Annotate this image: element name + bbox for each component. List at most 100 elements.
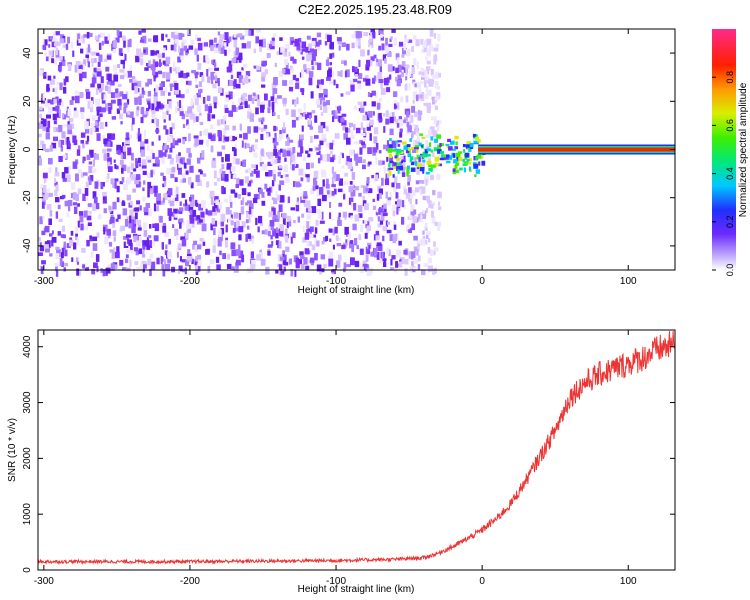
y-tick-label: 1000 [22, 503, 33, 526]
heatmap-cell [217, 80, 220, 87]
heatmap-cell [425, 195, 430, 201]
heatmap-cell [83, 210, 88, 218]
heatmap-cell [436, 221, 442, 227]
heatmap-cell [414, 83, 419, 88]
heatmap-cell [231, 105, 236, 112]
heatmap-cell [292, 58, 297, 64]
heatmap-cell [239, 101, 243, 106]
heatmap-cell [98, 34, 101, 38]
heatmap-cell [64, 262, 69, 267]
heatmap-cell [373, 234, 377, 241]
heatmap-cell [119, 69, 125, 73]
snr-y-label: SNR (10 * v/v) [7, 418, 18, 482]
heatmap-cell [71, 257, 74, 262]
heatmap-cell [104, 103, 108, 112]
heatmap-cell [214, 182, 217, 186]
heatmap-cell [444, 157, 449, 160]
heatmap-cell [347, 234, 350, 242]
heatmap-cell [177, 243, 182, 249]
heatmap-cell [340, 70, 343, 77]
heatmap-cell [401, 159, 406, 162]
heatmap-cell [188, 153, 192, 158]
heatmap-cell [230, 220, 234, 226]
heatmap-cell [205, 55, 209, 61]
heatmap-cell [430, 136, 434, 141]
spectrogram-x-label: Height of straight line (km) [298, 285, 415, 296]
heatmap-cell [372, 147, 378, 153]
heatmap-cell [430, 164, 436, 168]
heatmap-cell [314, 62, 318, 66]
heatmap-cell [154, 192, 157, 197]
heatmap-cell [247, 180, 252, 187]
heatmap-cell [401, 61, 406, 67]
heatmap-cell [211, 114, 216, 119]
heatmap-cell [58, 124, 63, 133]
heatmap-cell [382, 235, 385, 242]
heatmap-cell [212, 206, 216, 212]
heatmap-cell [345, 127, 349, 133]
heatmap-cell [253, 94, 258, 100]
spectrogram-x-ticks: -300 -200 -100 0 100 [34, 29, 637, 287]
heatmap-cell [402, 167, 406, 175]
heatmap-cell [417, 241, 421, 247]
heatmap-cell [134, 85, 138, 94]
heatmap-cell [407, 153, 411, 158]
heatmap-cell [309, 257, 315, 263]
heatmap-cell [197, 259, 202, 266]
heatmap-cell [316, 32, 322, 38]
heatmap-cell [301, 69, 304, 78]
heatmap-cell [295, 204, 300, 212]
heatmap-cell [55, 253, 60, 259]
signal-band-core [478, 147, 675, 152]
heatmap-cell [218, 205, 223, 209]
heatmap-cell [90, 105, 94, 113]
heatmap-cell [143, 222, 147, 230]
heatmap-cell [185, 88, 190, 94]
heatmap-cell [411, 223, 415, 231]
heatmap-cell [163, 125, 167, 130]
heatmap-cell [406, 144, 411, 148]
heatmap-cell [369, 133, 372, 141]
heatmap-cell [400, 72, 404, 78]
heatmap-cell [165, 87, 168, 93]
colorbar-gradient [712, 29, 736, 270]
heatmap-cell [101, 98, 106, 104]
heatmap-cell [433, 147, 439, 152]
heatmap-cell [250, 251, 254, 259]
heatmap-cell [418, 142, 422, 147]
heatmap-cell [217, 239, 222, 247]
heatmap-cell [189, 200, 195, 207]
heatmap-cell [194, 75, 197, 83]
x-tick-label: 100 [620, 276, 637, 287]
heatmap-cell [220, 214, 225, 222]
heatmap-cell [113, 236, 116, 242]
heatmap-cell [408, 114, 413, 121]
heatmap-cell [113, 159, 116, 163]
heatmap-cell [352, 78, 358, 83]
heatmap-cell [135, 181, 141, 188]
heatmap-cell [432, 74, 436, 79]
heatmap-cell [217, 151, 222, 157]
heatmap-cell [114, 178, 119, 182]
heatmap-cell [147, 258, 152, 266]
heatmap-cell [351, 34, 355, 39]
heatmap-cell [121, 35, 126, 42]
heatmap-cell [195, 268, 200, 273]
heatmap-cell [153, 235, 159, 242]
heatmap-cell [393, 266, 397, 273]
heatmap-cell [212, 83, 217, 89]
heatmap-cell [59, 62, 63, 66]
heatmap-cell [252, 92, 256, 97]
heatmap-cell [106, 148, 112, 152]
heatmap-cell [81, 247, 86, 253]
heatmap-cell [376, 242, 382, 246]
heatmap-cell [405, 95, 409, 103]
heatmap-cell [406, 171, 409, 177]
heatmap-cell [409, 138, 412, 142]
heatmap-cell [397, 64, 402, 73]
heatmap-cell [419, 133, 423, 136]
heatmap-cell [303, 103, 306, 111]
heatmap-cell [102, 148, 107, 153]
heatmap-cell [306, 162, 310, 170]
heatmap-cell [142, 187, 145, 192]
